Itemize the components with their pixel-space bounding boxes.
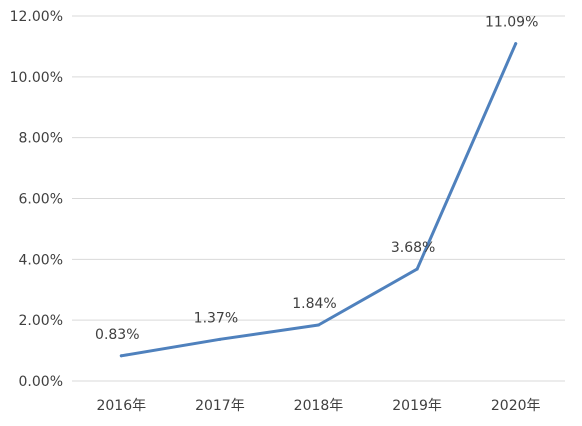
data-label-2: 1.84% — [292, 296, 336, 312]
data-label-1: 1.37% — [194, 310, 238, 326]
y-tick-label-3: 6.00% — [19, 192, 63, 208]
x-tick-label-3: 2019年 — [392, 398, 442, 414]
data-labels: 0.83% 1.37% 1.84% 3.68% 11.09% — [95, 15, 538, 343]
data-label-0: 0.83% — [95, 327, 139, 343]
y-tick-label-4: 8.00% — [19, 131, 63, 147]
data-label-4: 11.09% — [485, 15, 538, 31]
y-tick-label-1: 2.00% — [19, 313, 63, 329]
data-point-3 — [415, 267, 419, 271]
y-tick-label-6: 12.00% — [10, 9, 63, 25]
data-point-4 — [514, 42, 518, 46]
x-axis-tick-labels: 2016年 2017年 2018年 2019年 2020年 — [96, 398, 540, 414]
x-tick-label-2: 2018年 — [294, 398, 344, 414]
data-point-0 — [119, 354, 123, 358]
gridlines — [72, 15, 565, 382]
y-tick-label-5: 10.00% — [10, 70, 63, 86]
series-layer — [119, 42, 518, 358]
y-axis-tick-labels: 0.00% 2.00% 4.00% 6.00% 8.00% 10.00% 12.00% — [10, 9, 63, 390]
y-tick-label-0: 0.00% — [19, 374, 63, 390]
x-tick-label-0: 2016年 — [96, 398, 146, 414]
x-tick-label-1: 2017年 — [195, 398, 245, 414]
x-tick-label-4: 2020年 — [491, 398, 541, 414]
data-point-1 — [218, 337, 222, 341]
data-point-2 — [317, 323, 320, 327]
data-label-3: 3.68% — [391, 240, 435, 256]
y-tick-label-2: 4.00% — [19, 252, 63, 268]
